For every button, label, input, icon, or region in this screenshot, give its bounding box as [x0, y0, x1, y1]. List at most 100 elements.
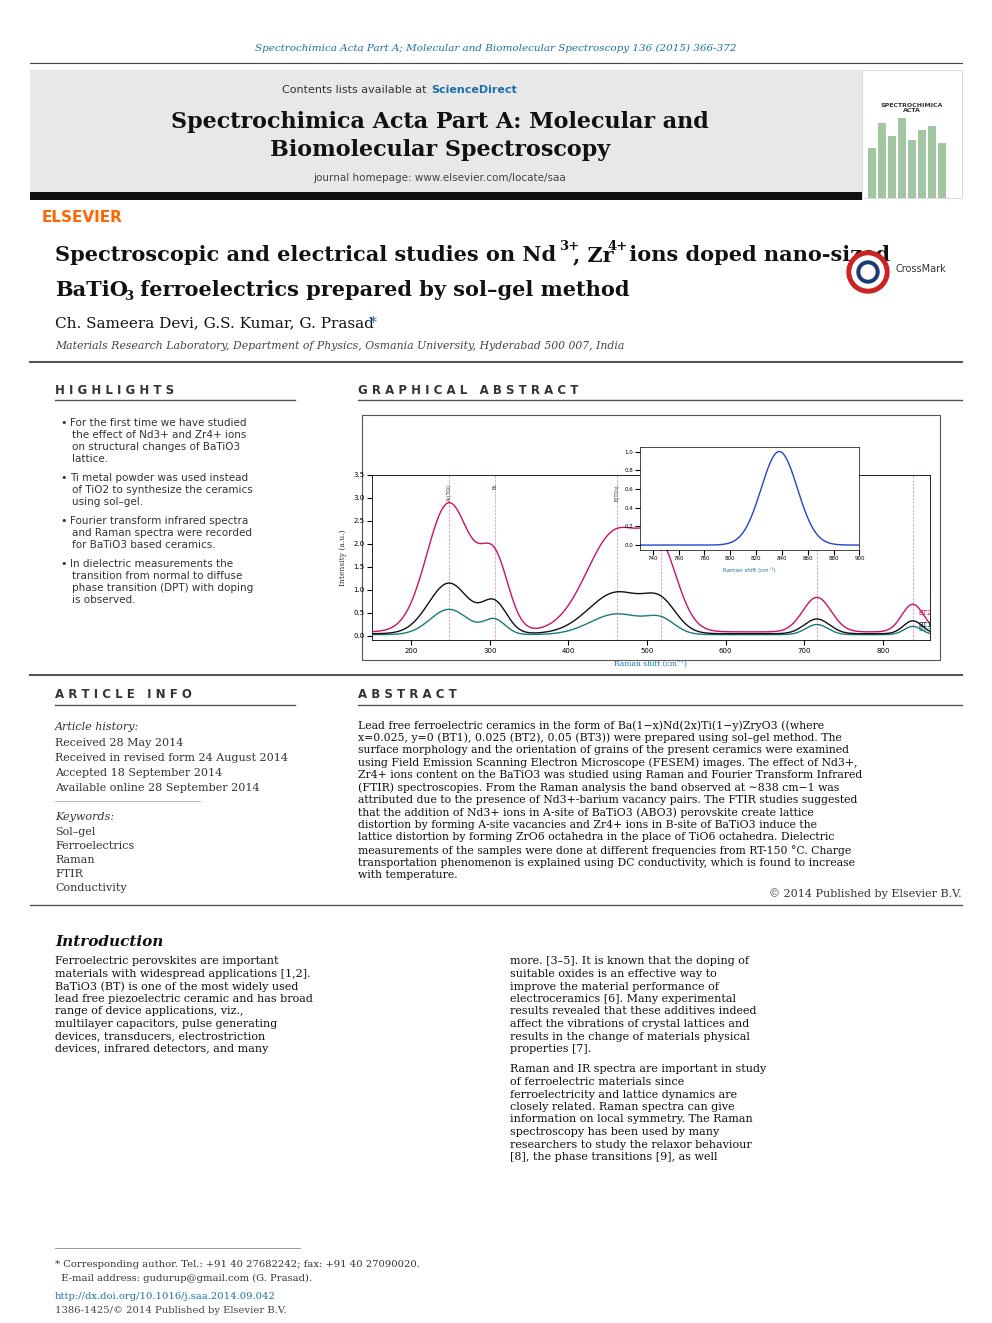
Text: and Raman spectra were recorded: and Raman spectra were recorded [72, 528, 252, 538]
Text: BT1: BT1 [919, 622, 931, 628]
Bar [918, 130, 926, 198]
Text: Received 28 May 2014: Received 28 May 2014 [55, 738, 184, 747]
Circle shape [861, 265, 875, 279]
Text: Accepted 18 September 2014: Accepted 18 September 2014 [55, 767, 222, 778]
Text: electroceramics [6]. Many experimental: electroceramics [6]. Many experimental [510, 994, 736, 1004]
Text: Ch. Sameera Devi, G.S. Kumar, G. Prasad: Ch. Sameera Devi, G.S. Kumar, G. Prasad [55, 316, 374, 329]
Text: Received in revised form 24 August 2014: Received in revised form 24 August 2014 [55, 753, 288, 763]
Text: A₁(TO): A₁(TO) [446, 484, 451, 501]
Text: more. [3–5]. It is known that the doping of: more. [3–5]. It is known that the doping… [510, 957, 749, 967]
Text: transition from normal to diffuse: transition from normal to diffuse [72, 572, 242, 581]
Text: the effect of Nd3+ and Zr4+ ions: the effect of Nd3+ and Zr4+ ions [72, 430, 246, 441]
Text: measurements of the samples were done at different frequencies from RT-150 °C. C: measurements of the samples were done at… [358, 845, 851, 856]
Text: information on local symmetry. The Raman: information on local symmetry. The Raman [510, 1114, 753, 1125]
Text: •: • [60, 516, 66, 527]
Text: using Field Emission Scanning Electron Microscope (FESEM) images. The effect of : using Field Emission Scanning Electron M… [358, 758, 857, 769]
Text: Ti metal powder was used instead: Ti metal powder was used instead [70, 474, 248, 483]
Text: lead free piezoelectric ceramic and has broad: lead free piezoelectric ceramic and has … [55, 994, 312, 1004]
Text: A R T I C L E   I N F O: A R T I C L E I N F O [55, 688, 191, 700]
Text: B₁: B₁ [492, 484, 497, 490]
Text: Contents lists available at: Contents lists available at [282, 85, 430, 95]
Y-axis label: Intensity (a.u.): Intensity (a.u.) [339, 529, 347, 586]
Bar [868, 148, 876, 198]
Text: properties [7].: properties [7]. [510, 1044, 591, 1054]
Circle shape [847, 251, 889, 292]
Text: Raman: Raman [55, 855, 94, 865]
Text: results revealed that these additives indeed: results revealed that these additives in… [510, 1007, 757, 1016]
Text: suitable oxides is an effective way to: suitable oxides is an effective way to [510, 968, 717, 979]
Text: on structural changes of BaTiO3: on structural changes of BaTiO3 [72, 442, 240, 452]
Text: E-mail address: gudurup@gmail.com (G. Prasad).: E-mail address: gudurup@gmail.com (G. Pr… [55, 1274, 312, 1283]
Text: Ferroelectric perovskites are important: Ferroelectric perovskites are important [55, 957, 279, 967]
Text: Available online 28 September 2014: Available online 28 September 2014 [55, 783, 260, 792]
Text: Conductivity: Conductivity [55, 882, 127, 893]
Text: improve the material performance of: improve the material performance of [510, 982, 719, 991]
Text: CrossMark: CrossMark [895, 265, 945, 274]
Text: Spectrochimica Acta Part A; Molecular and Biomolecular Spectroscopy 136 (2015) 3: Spectrochimica Acta Part A; Molecular an… [255, 44, 737, 53]
Text: •: • [60, 418, 66, 429]
Text: of ferroelectric materials since: of ferroelectric materials since [510, 1077, 684, 1088]
Text: lattice.: lattice. [72, 454, 108, 464]
Text: ferroelectricity and lattice dynamics are: ferroelectricity and lattice dynamics ar… [510, 1090, 737, 1099]
Text: BT2: BT2 [919, 610, 931, 617]
Text: Raman and IR spectra are important in study: Raman and IR spectra are important in st… [510, 1065, 766, 1074]
Text: lattice distortion by forming ZrO6 octahedra in the place of TiO6 octahedra. Die: lattice distortion by forming ZrO6 octah… [358, 832, 834, 843]
Text: ScienceDirect: ScienceDirect [431, 85, 517, 95]
Text: Sol–gel: Sol–gel [55, 827, 95, 837]
Text: devices, transducers, electrostriction: devices, transducers, electrostriction [55, 1032, 265, 1041]
Text: •: • [60, 560, 66, 569]
Text: 1386-1425/© 2014 Published by Elsevier B.V.: 1386-1425/© 2014 Published by Elsevier B… [55, 1306, 287, 1315]
Text: For the first time we have studied: For the first time we have studied [70, 418, 246, 429]
Text: In dielectric measurements the: In dielectric measurements the [70, 560, 233, 569]
Text: 4+: 4+ [607, 239, 627, 253]
Text: 3+: 3+ [559, 239, 579, 253]
Bar [898, 118, 906, 198]
Text: Zr4+ ions content on the BaTiO3 was studied using Raman and Fourier Transform In: Zr4+ ions content on the BaTiO3 was stud… [358, 770, 862, 781]
Text: Fourier transform infrared spectra: Fourier transform infrared spectra [70, 516, 248, 527]
Text: •: • [60, 474, 66, 483]
Text: A B S T R A C T: A B S T R A C T [358, 688, 456, 700]
Bar [878, 123, 886, 198]
Text: phase transition (DPT) with doping: phase transition (DPT) with doping [72, 583, 253, 593]
Text: , Zr: , Zr [573, 245, 614, 265]
Text: Materials Research Laboratory, Department of Physics, Osmania University, Hydera: Materials Research Laboratory, Departmen… [55, 341, 624, 351]
Text: researchers to study the relaxor behaviour: researchers to study the relaxor behavio… [510, 1139, 752, 1150]
Text: attributed due to the presence of Nd3+-barium vacancy pairs. The FTIR studies su: attributed due to the presence of Nd3+-b… [358, 795, 857, 804]
Bar [30, 192, 862, 200]
Text: (FTIR) spectroscopies. From the Raman analysis the band observed at ∼838 cm−1 wa: (FTIR) spectroscopies. From the Raman an… [358, 782, 839, 792]
Text: using sol–gel.: using sol–gel. [72, 497, 143, 507]
Bar [938, 143, 946, 198]
Text: x=0.025, y=0 (BT1), 0.025 (BT2), 0.05 (BT3)) were prepared using sol–gel method.: x=0.025, y=0 (BT1), 0.025 (BT2), 0.05 (B… [358, 733, 842, 744]
X-axis label: Raman shift (cm⁻¹): Raman shift (cm⁻¹) [723, 566, 776, 573]
Bar [908, 140, 916, 198]
Text: of TiO2 to synthesize the ceramics: of TiO2 to synthesize the ceramics [72, 486, 253, 495]
Text: that the addition of Nd3+ ions in A-site of BaTiO3 (ABO3) perovskite create latt: that the addition of Nd3+ ions in A-site… [358, 807, 813, 818]
Bar [862, 70, 962, 198]
Text: Article history:: Article history: [55, 722, 139, 732]
Text: [8], the phase transitions [9], as well: [8], the phase transitions [9], as well [510, 1152, 717, 1162]
Text: closely related. Raman spectra can give: closely related. Raman spectra can give [510, 1102, 735, 1113]
Bar [888, 136, 896, 198]
Text: multilayer capacitors, pulse generating: multilayer capacitors, pulse generating [55, 1019, 277, 1029]
Text: is observed.: is observed. [72, 595, 136, 605]
Text: Ferroelectrics: Ferroelectrics [55, 841, 134, 851]
X-axis label: Raman shift (cm⁻¹): Raman shift (cm⁻¹) [614, 659, 687, 667]
Text: *: * [370, 316, 377, 329]
Text: © 2014 Published by Elsevier B.V.: © 2014 Published by Elsevier B.V. [770, 889, 962, 900]
Text: distortion by forming A-site vacancies and Zr4+ ions in B-site of BaTiO3 induce : distortion by forming A-site vacancies a… [358, 820, 817, 830]
Text: FTIR: FTIR [55, 869, 83, 878]
Text: BaTiO: BaTiO [55, 280, 128, 300]
Bar [928, 126, 936, 198]
Text: surface morphology and the orientation of grains of the present ceramics were ex: surface morphology and the orientation o… [358, 745, 849, 755]
Text: Spectroscopic and electrical studies on Nd: Spectroscopic and electrical studies on … [55, 245, 557, 265]
Text: spectroscopy has been used by many: spectroscopy has been used by many [510, 1127, 719, 1136]
Text: journal homepage: www.elsevier.com/locate/saa: journal homepage: www.elsevier.com/locat… [313, 173, 566, 183]
Text: Lead free ferroelectric ceramics in the form of Ba(1−x)Nd(2x)Ti(1−y)ZryO3 ((wher: Lead free ferroelectric ceramics in the … [358, 720, 824, 730]
Text: SPECTROCHIMICA
ACTA: SPECTROCHIMICA ACTA [881, 103, 943, 114]
Text: results in the change of materials physical: results in the change of materials physi… [510, 1032, 750, 1041]
Text: Keywords:: Keywords: [55, 812, 114, 822]
Text: 3: 3 [124, 291, 133, 303]
Text: Biomolecular Spectroscopy: Biomolecular Spectroscopy [270, 139, 610, 161]
Bar [362, 415, 940, 660]
Text: ferroelectrics prepared by sol–gel method: ferroelectrics prepared by sol–gel metho… [133, 280, 630, 300]
